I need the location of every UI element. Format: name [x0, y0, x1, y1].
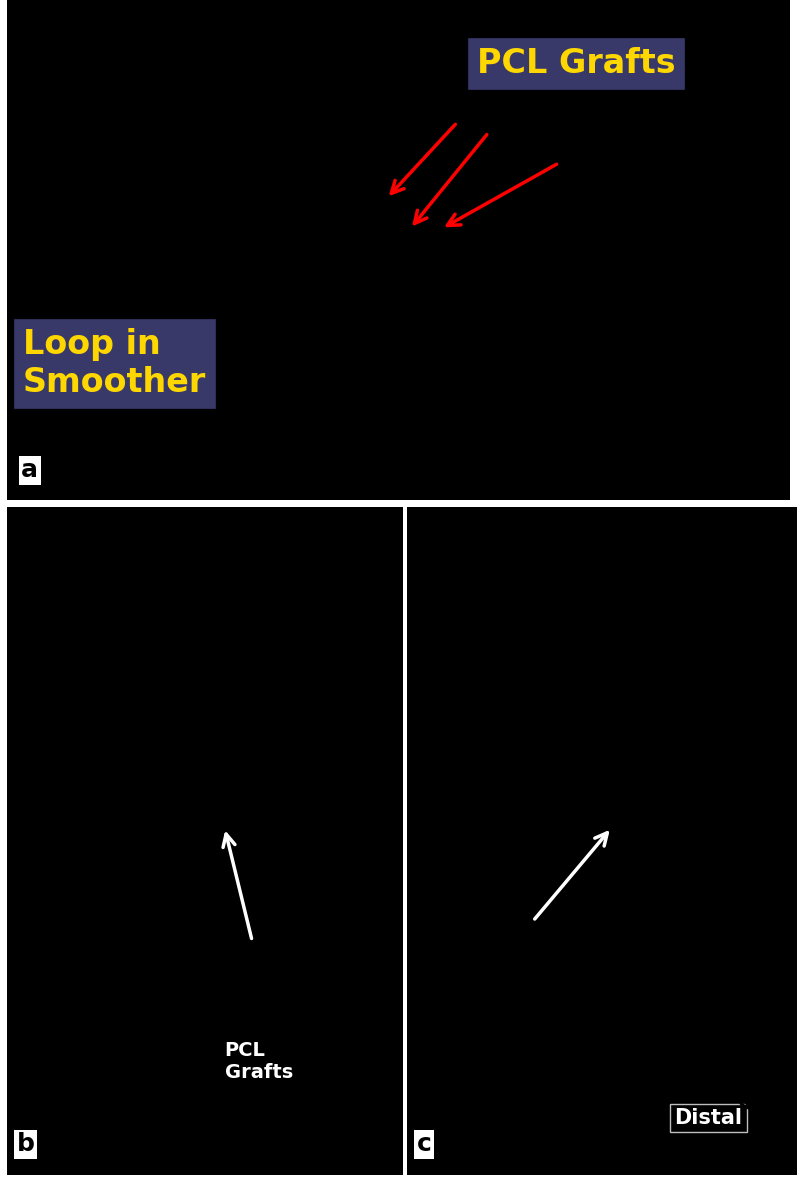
Text: PCL Grafts: PCL Grafts [477, 47, 675, 80]
Text: Distal: Distal [674, 1109, 743, 1129]
Text: Loop in
Smoother: Loop in Smoother [22, 327, 206, 398]
Text: c: c [417, 1132, 432, 1156]
Text: a: a [21, 459, 38, 482]
Text: PCL
Grafts: PCL Grafts [225, 1041, 292, 1082]
Text: b: b [17, 1132, 35, 1156]
